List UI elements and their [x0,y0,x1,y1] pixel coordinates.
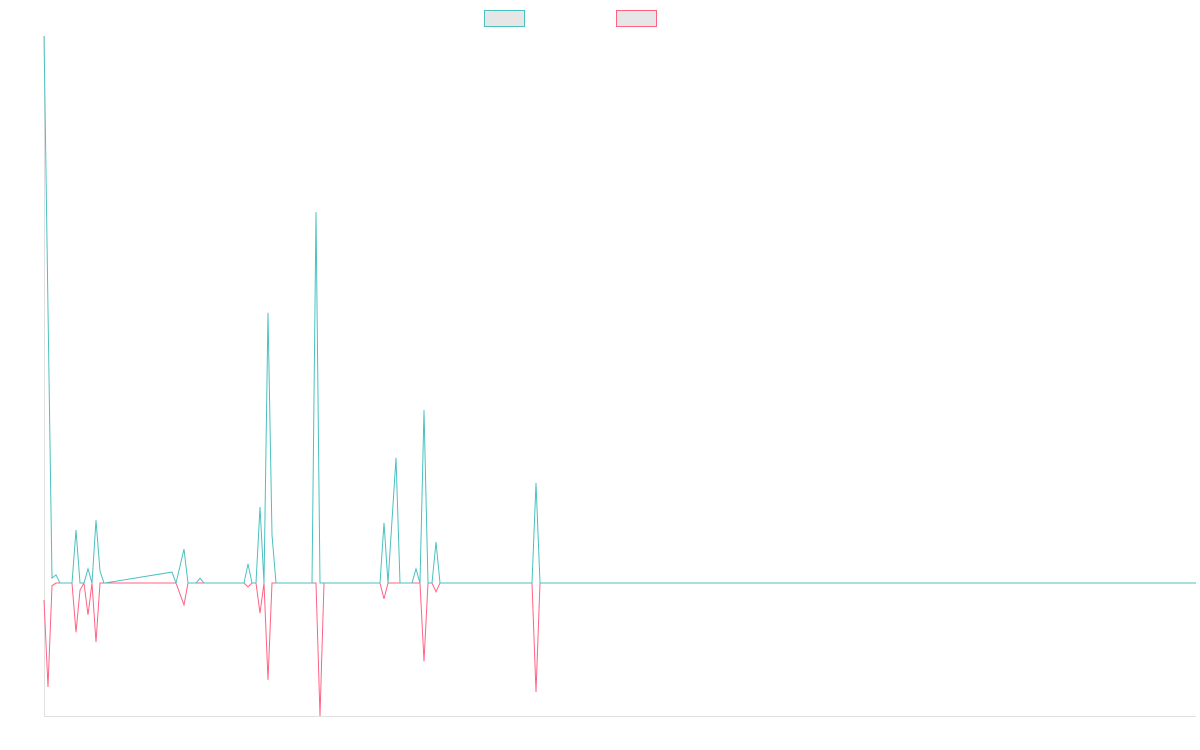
legend-swatch [484,10,525,27]
series-line [43,581,1196,717]
series-line [43,35,1196,585]
legend-swatch [616,10,657,27]
